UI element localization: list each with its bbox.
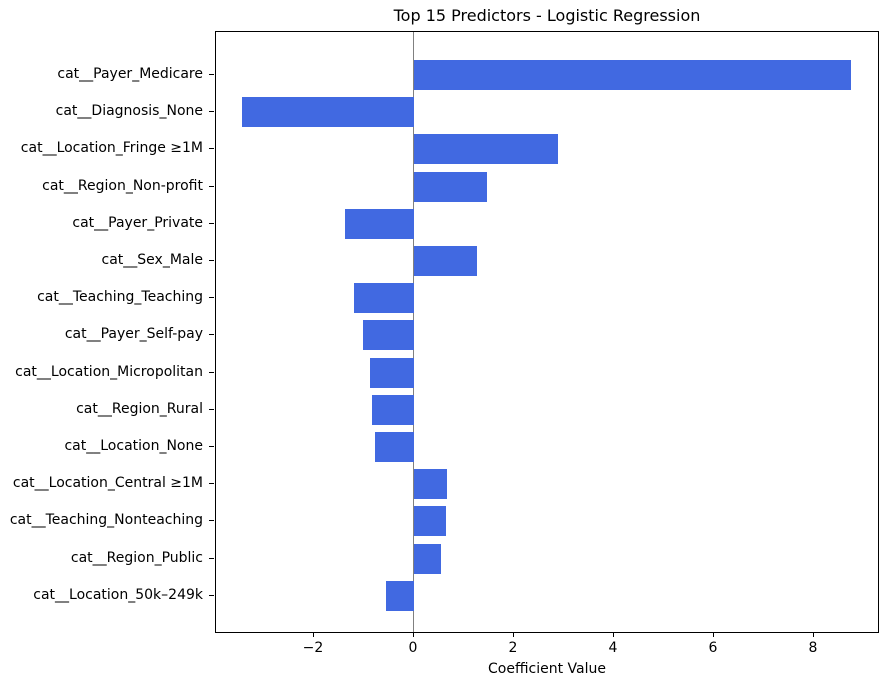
ytick-mark	[209, 594, 214, 596]
bar-cat__Location_None	[375, 432, 414, 462]
bar-cat__Teaching_Nonteaching	[414, 506, 446, 537]
ytick-mark	[209, 557, 214, 559]
bar-cat__Location_Fringe ≥1M	[414, 134, 558, 165]
ytick-label: cat__Region_Non-profit	[42, 177, 203, 194]
xtick-mark	[813, 633, 814, 637]
xtick-label: 8	[808, 640, 818, 656]
bar-cat__Diagnosis_None	[242, 97, 414, 128]
ytick-label: cat__Diagnosis_None	[55, 103, 203, 120]
ytick-label: cat__Location_Fringe ≥1M	[20, 140, 203, 157]
ytick-label: cat__Region_Rural	[76, 400, 203, 417]
ytick-label: cat__Payer_Medicare	[57, 66, 203, 82]
xtick-mark	[513, 633, 514, 637]
ytick-mark	[209, 222, 214, 224]
x-axis-label: Coefficient Value	[488, 661, 606, 677]
ytick-label: cat__Payer_Private	[72, 214, 203, 231]
bar-cat__Region_Non-profit	[414, 171, 487, 202]
ytick-mark	[209, 148, 214, 150]
ytick-label: cat__Location_Micropolitan	[15, 363, 203, 380]
xtick-label: 2	[508, 640, 518, 656]
bar-cat__Payer_Self-pay	[363, 320, 414, 351]
ytick-mark	[209, 483, 214, 485]
ytick-label: cat__Sex_Male	[101, 252, 203, 268]
ytick-mark	[209, 408, 214, 410]
ytick-mark	[209, 446, 214, 447]
xtick-mark	[613, 633, 614, 637]
bar-cat__Payer_Medicare	[414, 60, 851, 90]
ytick-label: cat__Teaching_Nonteaching	[9, 512, 203, 529]
bar-cat__Region_Public	[414, 543, 441, 574]
xtick-mark	[713, 633, 714, 637]
xtick-label: −2	[302, 640, 324, 656]
bar-cat__Region_Rural	[372, 394, 414, 425]
bar-cat__Payer_Private	[345, 208, 414, 239]
bar-cat__Teaching_Teaching	[353, 283, 414, 314]
xtick-label: 6	[708, 640, 718, 656]
ytick-mark	[209, 334, 214, 336]
xtick-label: 4	[608, 640, 618, 656]
ytick-mark	[209, 297, 214, 299]
ytick-mark	[209, 111, 214, 113]
bar-cat__Location_Micropolitan	[370, 357, 414, 388]
ytick-mark	[209, 185, 214, 187]
ytick-label: cat__Location_Central ≥1M	[12, 475, 203, 492]
xtick-mark	[413, 633, 414, 637]
ytick-mark	[209, 520, 214, 522]
ytick-label: cat__Location_None	[64, 438, 203, 454]
ytick-label: cat__Region_Public	[70, 549, 203, 566]
bar-cat__Location_50k–249k	[386, 580, 414, 611]
ytick-label: cat__Teaching_Teaching	[37, 289, 203, 306]
bar-cat__Location_Central ≥1M	[414, 469, 447, 500]
ytick-mark	[209, 74, 214, 75]
ytick-mark	[209, 260, 214, 261]
plot-area	[215, 31, 879, 633]
ytick-label: cat__Location_50k–249k	[33, 586, 203, 603]
ytick-label: cat__Payer_Self-pay	[64, 326, 203, 343]
chart-title: Top 15 Predictors - Logistic Regression	[393, 6, 701, 25]
ytick-mark	[209, 371, 214, 373]
xtick-mark	[313, 633, 314, 637]
bar-cat__Sex_Male	[414, 246, 477, 276]
xtick-label: 0	[408, 640, 418, 656]
